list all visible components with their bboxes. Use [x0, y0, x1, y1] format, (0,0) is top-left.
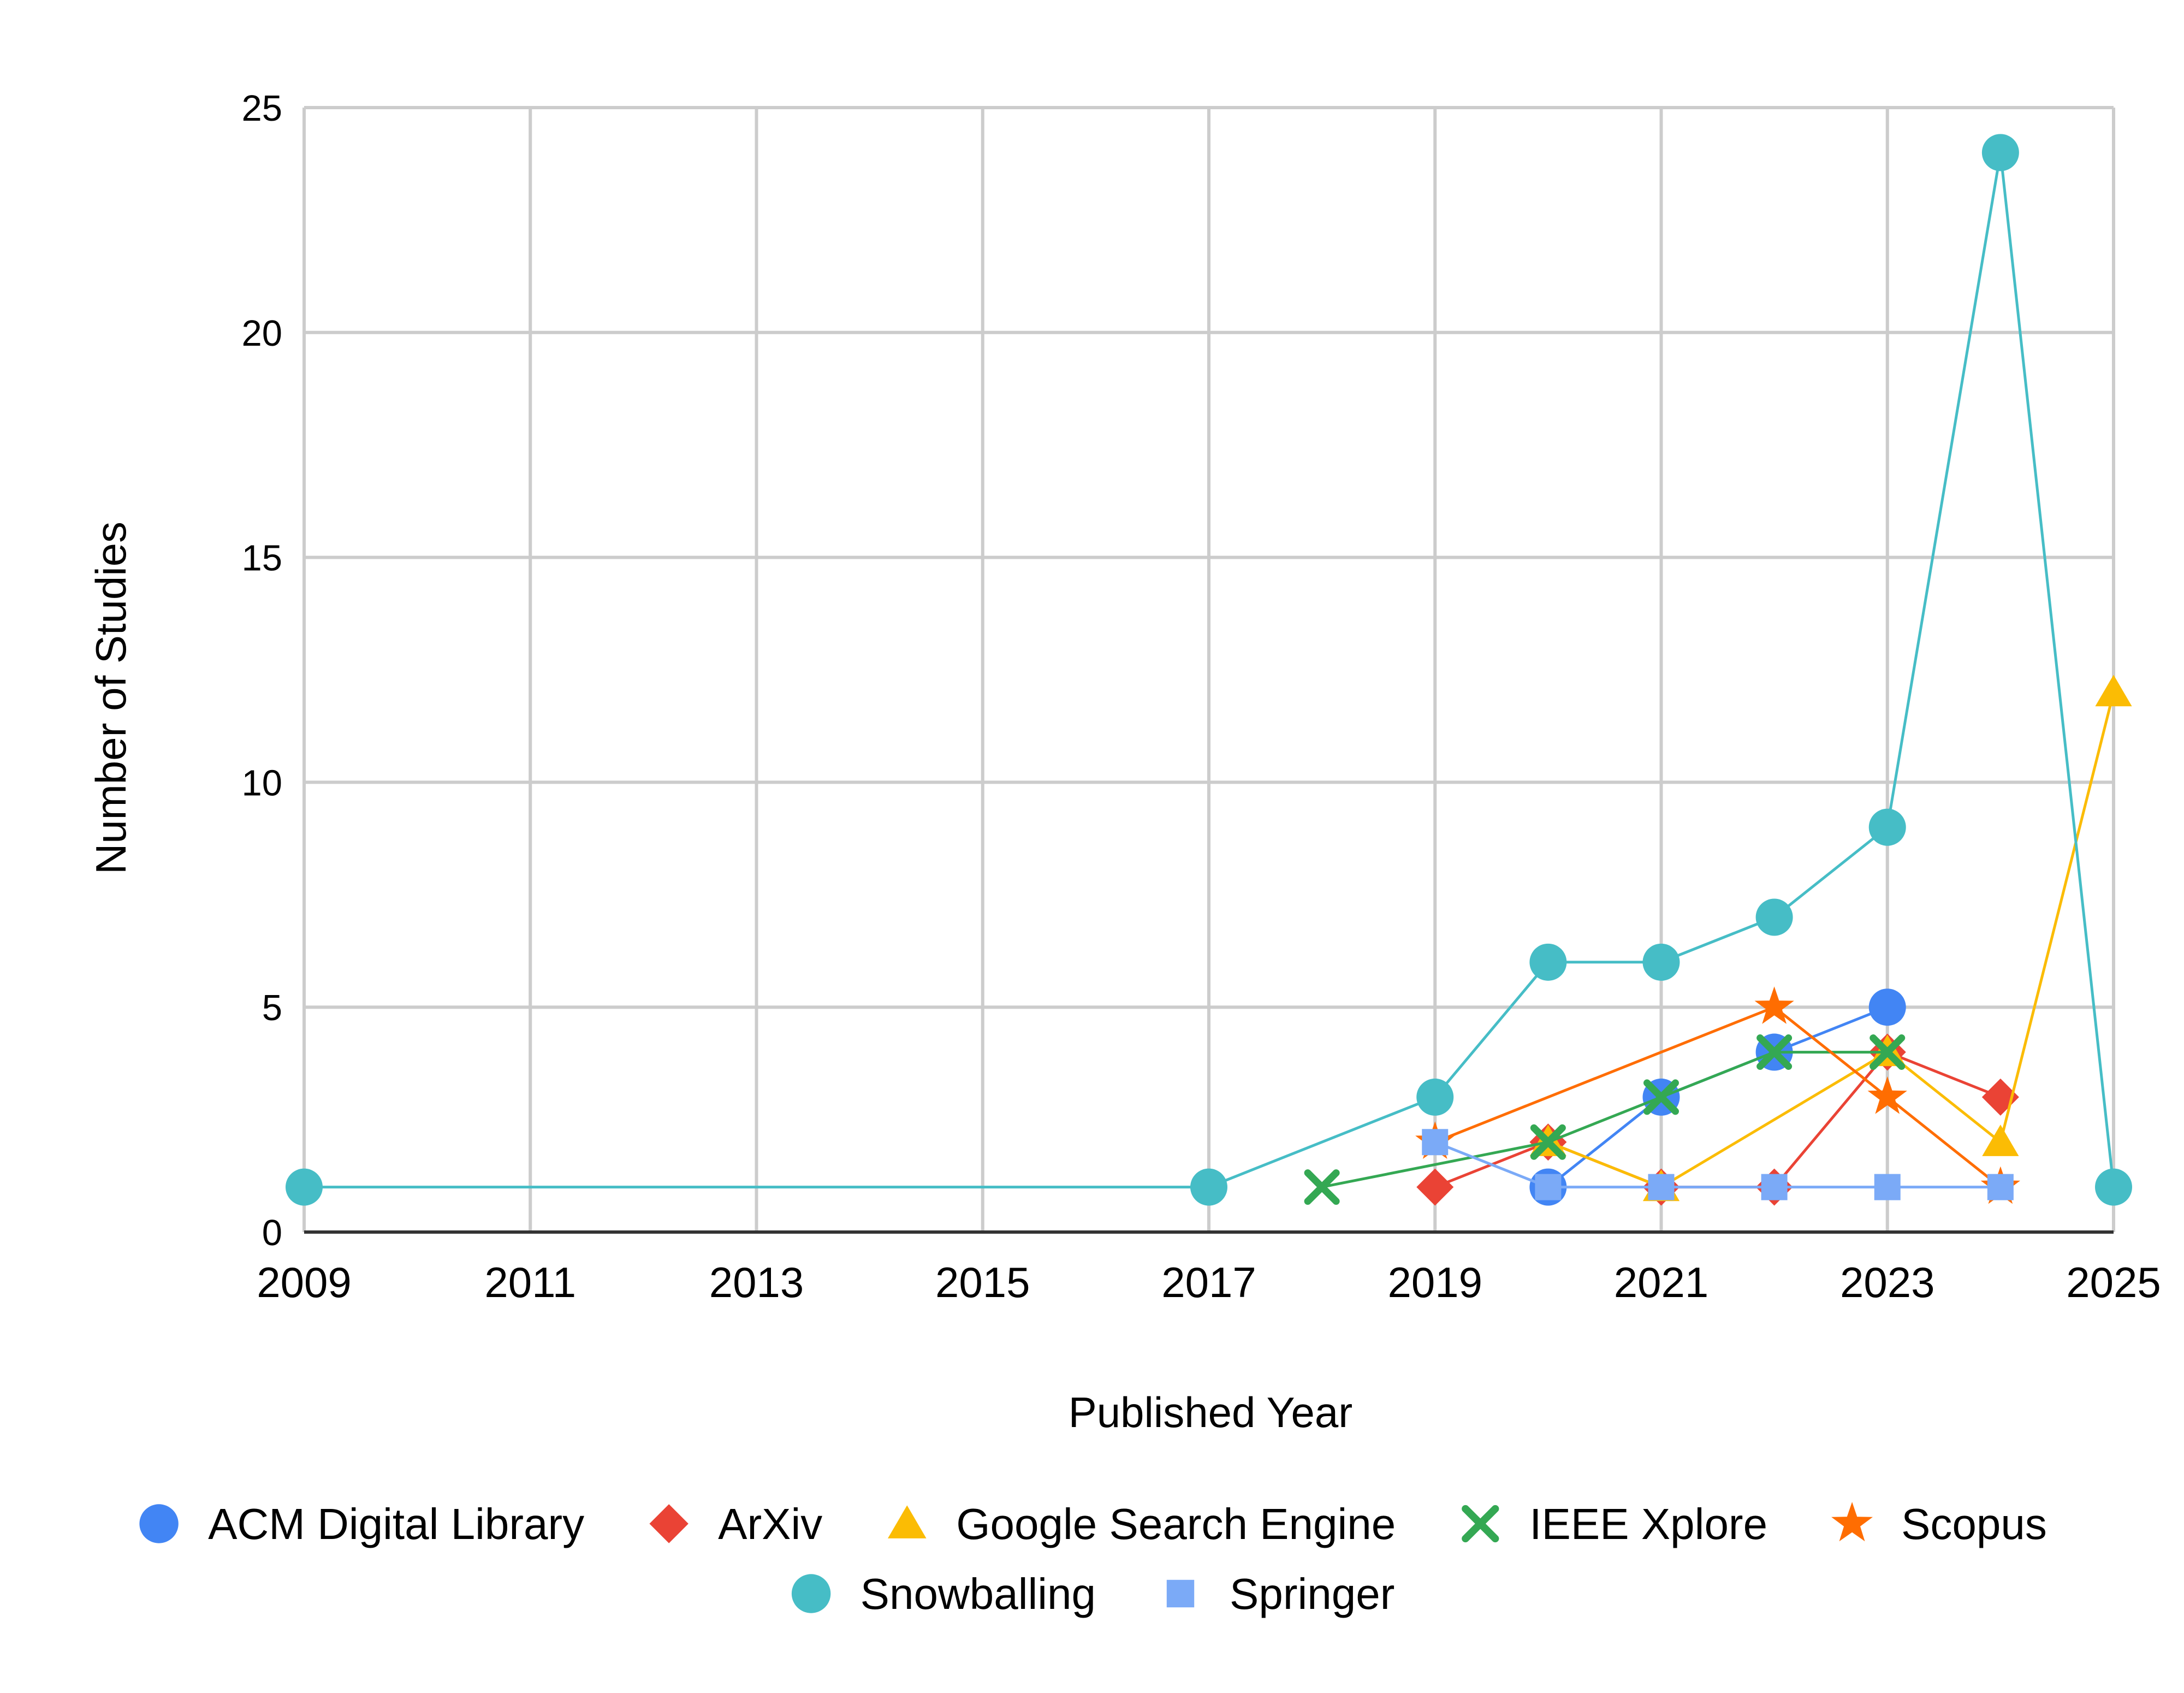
- series-snowballing: [286, 134, 2132, 1206]
- legend-marker: [139, 1504, 179, 1543]
- data-point: [1756, 1034, 1793, 1070]
- x-tick-label: 2011: [484, 1258, 576, 1306]
- legend-item: Google Search Engine: [888, 1500, 1396, 1548]
- data-point: [1868, 808, 1906, 846]
- data-point: [1981, 134, 2019, 171]
- legend-label: ACM Digital Library: [208, 1500, 584, 1548]
- y-tick-label: 25: [241, 88, 282, 129]
- data-point: [1535, 1174, 1562, 1200]
- data-point: [1982, 1124, 2019, 1156]
- x-axis-title: Published Year: [1069, 1388, 1352, 1436]
- x-tick-label: 2017: [1161, 1258, 1256, 1306]
- y-tick-label: 20: [241, 313, 282, 354]
- data-point: [1304, 1169, 1340, 1205]
- data-series: [286, 134, 2132, 1206]
- legend-item: ACM Digital Library: [139, 1500, 584, 1548]
- series-line: [1434, 1005, 2002, 1188]
- x-tick-label: 2015: [935, 1258, 1030, 1306]
- x-tick-label: 2013: [709, 1258, 804, 1306]
- data-point: [1190, 1168, 1227, 1206]
- legend-marker: [791, 1574, 831, 1613]
- legend-marker: [1462, 1505, 1499, 1543]
- x-tick-label: 2009: [257, 1258, 352, 1306]
- x-tick-label: 2019: [1387, 1258, 1482, 1306]
- legend-label: IEEE Xplore: [1529, 1500, 1767, 1548]
- data-point: [1648, 1174, 1675, 1200]
- legend-marker: [888, 1505, 927, 1538]
- x-tick-label: 2025: [2066, 1258, 2161, 1306]
- data-point: [1416, 1168, 1454, 1206]
- data-point: [1529, 943, 1567, 981]
- data-point: [1755, 898, 1793, 936]
- data-point: [1870, 1034, 1906, 1070]
- legend-marker: [649, 1504, 689, 1543]
- y-tick-label: 0: [262, 1212, 282, 1253]
- y-axis-title: Number of Studies: [87, 522, 135, 874]
- data-point: [2095, 1168, 2132, 1206]
- data-point: [2095, 674, 2132, 707]
- data-point: [1643, 1079, 1679, 1115]
- legend-item: Scopus: [1831, 1500, 2047, 1548]
- legend-label: Google Search Engine: [956, 1500, 1396, 1548]
- series-line: [1434, 1140, 2001, 1189]
- y-tick-label: 5: [262, 987, 282, 1028]
- grid-lines: [302, 106, 2115, 1232]
- legend-marker: [1166, 1579, 1195, 1608]
- legend-label: Scopus: [1901, 1500, 2047, 1548]
- legend-label: ArXiv: [718, 1500, 822, 1548]
- y-tick-label: 15: [241, 538, 282, 579]
- legend-item: ArXiv: [649, 1500, 822, 1548]
- x-tick-label: 2023: [1840, 1258, 1935, 1306]
- data-point: [286, 1168, 323, 1206]
- data-point: [1642, 943, 1680, 981]
- data-point: [1416, 1078, 1454, 1116]
- legend-marker: [1831, 1502, 1873, 1542]
- legend-label: Snowballing: [860, 1570, 1096, 1618]
- x-tick-label: 2021: [1614, 1258, 1709, 1306]
- legend-label: Springer: [1230, 1570, 1394, 1618]
- data-point: [1422, 1129, 1449, 1156]
- data-point: [1987, 1174, 2014, 1200]
- legend-item: Snowballing: [791, 1570, 1096, 1618]
- data-point: [1874, 1174, 1901, 1200]
- data-point: [1868, 988, 1906, 1026]
- data-point: [1867, 1076, 1907, 1114]
- y-tick-label: 10: [241, 762, 282, 803]
- data-point: [1761, 1174, 1788, 1200]
- data-point: [1530, 1124, 1566, 1160]
- legend-item: Springer: [1166, 1570, 1394, 1618]
- legend-item: IEEE Xplore: [1462, 1500, 1767, 1548]
- series-springer: [1422, 1129, 2014, 1200]
- data-point: [1754, 986, 1794, 1024]
- legend: ACM Digital Library ArXiv Google Search En…: [139, 1500, 2047, 1618]
